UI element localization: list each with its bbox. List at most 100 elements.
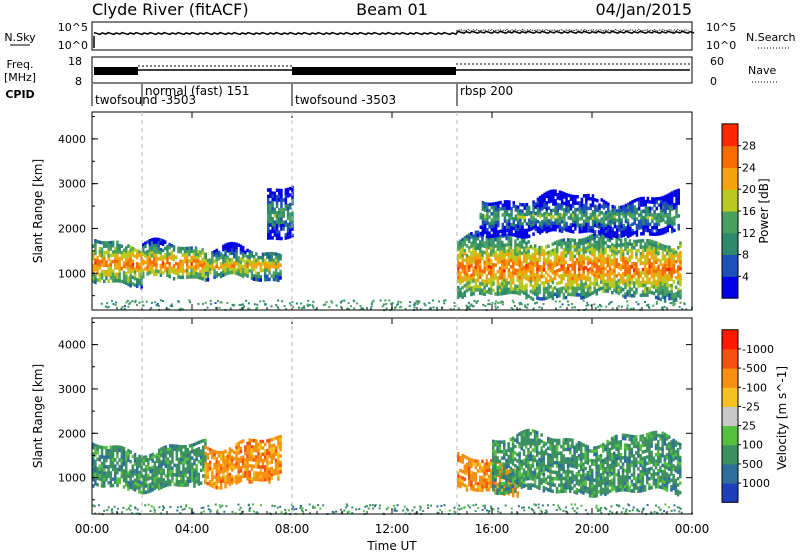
scatter-cell xyxy=(262,300,265,303)
range-cell xyxy=(534,205,537,209)
range-cell xyxy=(648,271,651,275)
range-cell xyxy=(628,277,632,282)
range-cell xyxy=(272,469,276,473)
range-cell xyxy=(479,215,482,220)
range-cell xyxy=(520,270,524,275)
range-cell xyxy=(613,279,616,283)
range-cell xyxy=(541,207,544,211)
range-cell xyxy=(267,210,270,215)
range-cell xyxy=(591,237,594,241)
range-cell xyxy=(651,216,654,220)
range-cell xyxy=(666,258,669,262)
range-cell xyxy=(571,254,574,258)
range-cell xyxy=(657,242,660,246)
range-cell xyxy=(490,224,493,229)
range-cell xyxy=(514,284,517,288)
range-cell xyxy=(597,284,601,288)
range-cell xyxy=(168,265,171,269)
range-cell xyxy=(508,200,511,204)
range-cell xyxy=(465,282,469,287)
range-cell xyxy=(597,258,601,263)
range-cell xyxy=(472,272,475,277)
range-cell xyxy=(157,257,160,261)
range-cell xyxy=(591,265,594,270)
range-cell xyxy=(609,210,612,214)
range-cell xyxy=(465,465,469,470)
range-cell xyxy=(94,248,97,253)
range-cell xyxy=(536,258,539,262)
range-cell xyxy=(481,217,485,221)
range-cell xyxy=(269,213,272,218)
range-cell xyxy=(476,275,480,279)
scatter-cell xyxy=(295,302,298,305)
range-cell xyxy=(481,488,484,492)
range-cell xyxy=(631,222,634,226)
range-cell xyxy=(531,284,535,289)
range-cell xyxy=(170,256,174,261)
range-cell xyxy=(533,439,537,443)
range-cell xyxy=(551,252,555,256)
range-cell xyxy=(461,292,464,296)
range-cell xyxy=(268,454,271,459)
range-cell xyxy=(140,474,143,479)
range-cell xyxy=(138,275,141,280)
range-cell xyxy=(266,455,269,459)
range-cell xyxy=(215,274,218,278)
range-cell xyxy=(118,467,121,472)
range-cell xyxy=(595,272,599,277)
range-cell xyxy=(503,486,506,490)
range-cell xyxy=(497,204,500,208)
range-cell xyxy=(531,255,535,260)
range-cell xyxy=(239,257,243,261)
range-cell xyxy=(248,262,251,267)
range-cell xyxy=(248,457,251,462)
range-cell xyxy=(626,289,629,294)
range-cell xyxy=(186,249,189,254)
range-cell xyxy=(487,277,491,282)
range-cell xyxy=(604,214,608,218)
range-cell xyxy=(516,246,519,250)
range-cell xyxy=(488,221,491,226)
range-cell xyxy=(516,275,519,279)
range-cell xyxy=(461,237,464,242)
range-cell xyxy=(507,461,510,465)
range-cell xyxy=(459,271,462,275)
range-cell xyxy=(498,234,502,239)
scatter-cell xyxy=(138,301,141,304)
range-cell xyxy=(545,290,548,294)
range-cell xyxy=(644,219,647,223)
range-cell xyxy=(118,266,121,270)
range-cell xyxy=(122,254,126,259)
range-cell xyxy=(481,229,485,234)
range-cell xyxy=(494,211,498,215)
range-cell xyxy=(619,289,623,294)
range-cell xyxy=(140,484,143,488)
range-cell xyxy=(125,483,128,487)
range-cell xyxy=(659,209,663,213)
range-cell xyxy=(523,240,526,244)
range-cell xyxy=(556,218,559,223)
range-cell xyxy=(483,472,486,476)
range-cell xyxy=(131,259,135,264)
range-cell xyxy=(633,208,636,213)
range-cell xyxy=(666,219,669,223)
range-cell xyxy=(230,248,234,252)
range-cell xyxy=(472,474,475,479)
range-cell xyxy=(633,246,636,250)
range-cell xyxy=(520,261,524,265)
range-cell xyxy=(514,271,517,276)
range-cell xyxy=(180,477,183,481)
range-cell xyxy=(228,460,232,464)
range-cell xyxy=(465,266,469,271)
range-cell xyxy=(620,224,623,229)
range-cell xyxy=(111,275,115,280)
range-cell xyxy=(492,465,495,469)
range-cell xyxy=(600,235,603,240)
range-cell xyxy=(650,281,654,285)
range-cell xyxy=(496,440,499,444)
range-cell xyxy=(600,220,603,225)
range-cell xyxy=(512,220,515,224)
range-cell xyxy=(146,253,149,257)
range-cell xyxy=(617,282,621,286)
range-cell xyxy=(474,288,478,292)
